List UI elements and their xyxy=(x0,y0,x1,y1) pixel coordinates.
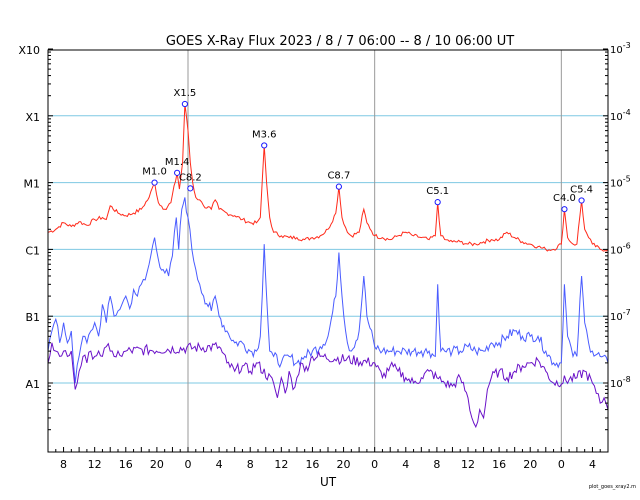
x-tick-label: 0 xyxy=(371,458,378,471)
x-tick-label: 12 xyxy=(88,458,102,471)
x-tick-label: 20 xyxy=(523,458,537,471)
y-flux-label: 10-3 xyxy=(610,41,631,56)
y-flux-label: 10-6 xyxy=(610,241,631,256)
y-class-label: X1 xyxy=(25,111,40,124)
chart-title: GOES X-Ray Flux 2023 / 8 / 7 06:00 -- 8 … xyxy=(166,34,514,49)
flare-marker xyxy=(181,100,188,108)
x-axis-label: UT xyxy=(320,475,337,489)
x-tick-label: 12 xyxy=(274,458,288,471)
flare-marker xyxy=(151,179,158,186)
flare-label: C4.0 xyxy=(553,193,576,204)
x-tick-label: 16 xyxy=(119,458,133,471)
y-class-label: B1 xyxy=(25,311,40,324)
x-tick-label: 4 xyxy=(589,458,596,471)
x-tick-label: 16 xyxy=(492,458,506,471)
y-class-label: C1 xyxy=(25,244,40,257)
y-flux-label: 10-7 xyxy=(610,308,631,323)
credit-label: plot_goes_xray2.m xyxy=(589,484,636,490)
y-class-label: A1 xyxy=(25,378,40,391)
flare-label: C8.2 xyxy=(179,172,202,183)
y-flux-label: 10-8 xyxy=(610,375,631,390)
x-tick-label: 4 xyxy=(216,458,223,471)
flare-marker xyxy=(174,169,181,176)
flare-markers: M1.0M1.4 X1.5 C8.2 M3.6 C8.7 C5.1 C4.0C5.4 xyxy=(142,88,593,213)
flare-marker xyxy=(561,206,568,213)
axis-layer: A1 B1 C1 M1 X1 X10 10-8 10-7 10-6 10-5 10-4 10-3 8 12… xyxy=(18,41,630,471)
series-line-short-low xyxy=(47,341,609,429)
series-line-short xyxy=(47,197,609,384)
x-tick-label: 20 xyxy=(337,458,351,471)
flare-marker xyxy=(187,185,194,192)
flare-marker xyxy=(434,199,441,206)
flare-label: M1.4 xyxy=(165,157,190,168)
flare-marker xyxy=(335,183,342,190)
y-class-label: X10 xyxy=(18,44,40,57)
flare-label: X1.5 xyxy=(174,88,197,99)
y-flux-label: 10-5 xyxy=(610,175,631,190)
grid-layer xyxy=(48,50,608,452)
y-flux-label: 10-4 xyxy=(610,108,631,123)
flare-label: C5.4 xyxy=(570,184,593,195)
x-tick-label: 0 xyxy=(185,458,192,471)
series-layer xyxy=(47,103,609,429)
x-tick-label: 4 xyxy=(402,458,409,471)
x-tick-label: 12 xyxy=(461,458,475,471)
series-line-long xyxy=(47,103,609,252)
x-tick-label: 0 xyxy=(558,458,565,471)
flare-label: C5.1 xyxy=(426,186,449,197)
flare-label: C8.7 xyxy=(327,171,350,182)
flare-label: M1.0 xyxy=(142,167,167,178)
x-tick-label: 20 xyxy=(150,458,164,471)
x-tick-label: 8 xyxy=(433,458,440,471)
x-tick-label: 8 xyxy=(60,458,67,471)
flare-marker xyxy=(578,197,585,204)
y-class-label: M1 xyxy=(24,178,41,191)
flare-label: M3.6 xyxy=(252,129,277,140)
flare-marker xyxy=(261,142,268,149)
x-tick-label: 8 xyxy=(247,458,254,471)
plot-frame xyxy=(47,49,609,453)
x-tick-label: 16 xyxy=(305,458,319,471)
